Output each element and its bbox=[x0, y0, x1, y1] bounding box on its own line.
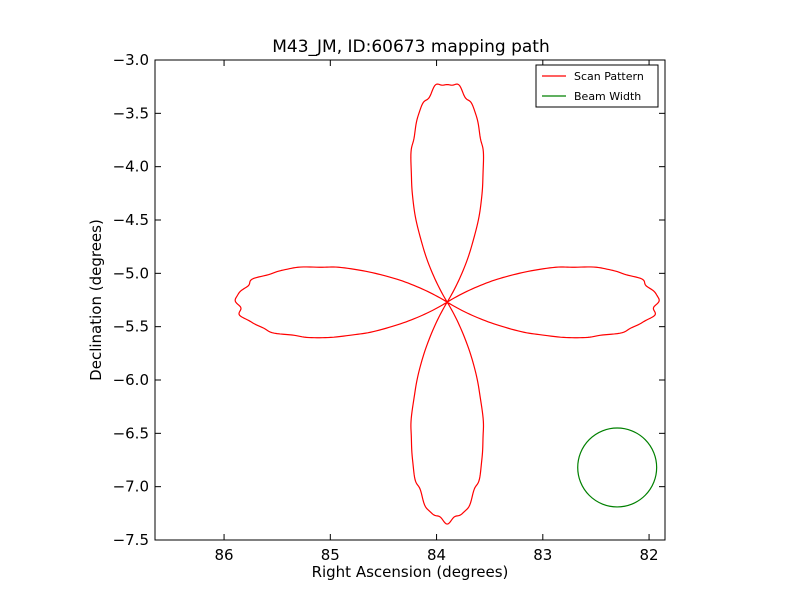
y-tick-label: −3.0 bbox=[113, 51, 149, 69]
x-axis-label: Right Ascension (degrees) bbox=[312, 563, 509, 581]
series-layer bbox=[234, 83, 660, 525]
legend-box bbox=[535, 64, 659, 108]
y-tick-label: −5.5 bbox=[113, 318, 149, 336]
x-tick-label: 84 bbox=[427, 546, 446, 564]
y-tick-label: −6.0 bbox=[113, 371, 149, 389]
y-tick-label: −7.5 bbox=[113, 531, 149, 549]
plot-frame bbox=[154, 59, 666, 541]
y-tick-label: −6.5 bbox=[113, 424, 149, 442]
y-axis: −3.0 −3.5 −4.0 −4.5 −5.0 −5.5 −6.0 −6.5 −7.0 −7.5 bbox=[113, 51, 665, 549]
scan-pattern-line bbox=[234, 83, 660, 525]
y-tick-label: −4.5 bbox=[113, 211, 149, 229]
x-tick-label: 82 bbox=[640, 546, 659, 564]
y-tick-label: −4.0 bbox=[113, 158, 149, 176]
x-tick-label: 85 bbox=[321, 546, 340, 564]
legend: Scan Pattern Beam Width bbox=[535, 64, 659, 108]
beam-width-circle bbox=[577, 427, 658, 508]
legend-label: Beam Width bbox=[574, 90, 641, 103]
x-tick-label: 83 bbox=[533, 546, 552, 564]
y-tick-label: −5.0 bbox=[113, 264, 149, 282]
y-axis-label: Declination (degrees) bbox=[87, 219, 105, 381]
chart-title: M43_JM, ID:60673 mapping path bbox=[272, 37, 550, 57]
x-axis: 86 85 84 83 82 bbox=[215, 60, 659, 564]
y-tick-label: −3.5 bbox=[113, 104, 149, 122]
x-tick-label: 86 bbox=[215, 546, 234, 564]
legend-label: Scan Pattern bbox=[574, 70, 644, 83]
y-tick-label: −7.0 bbox=[113, 478, 149, 496]
